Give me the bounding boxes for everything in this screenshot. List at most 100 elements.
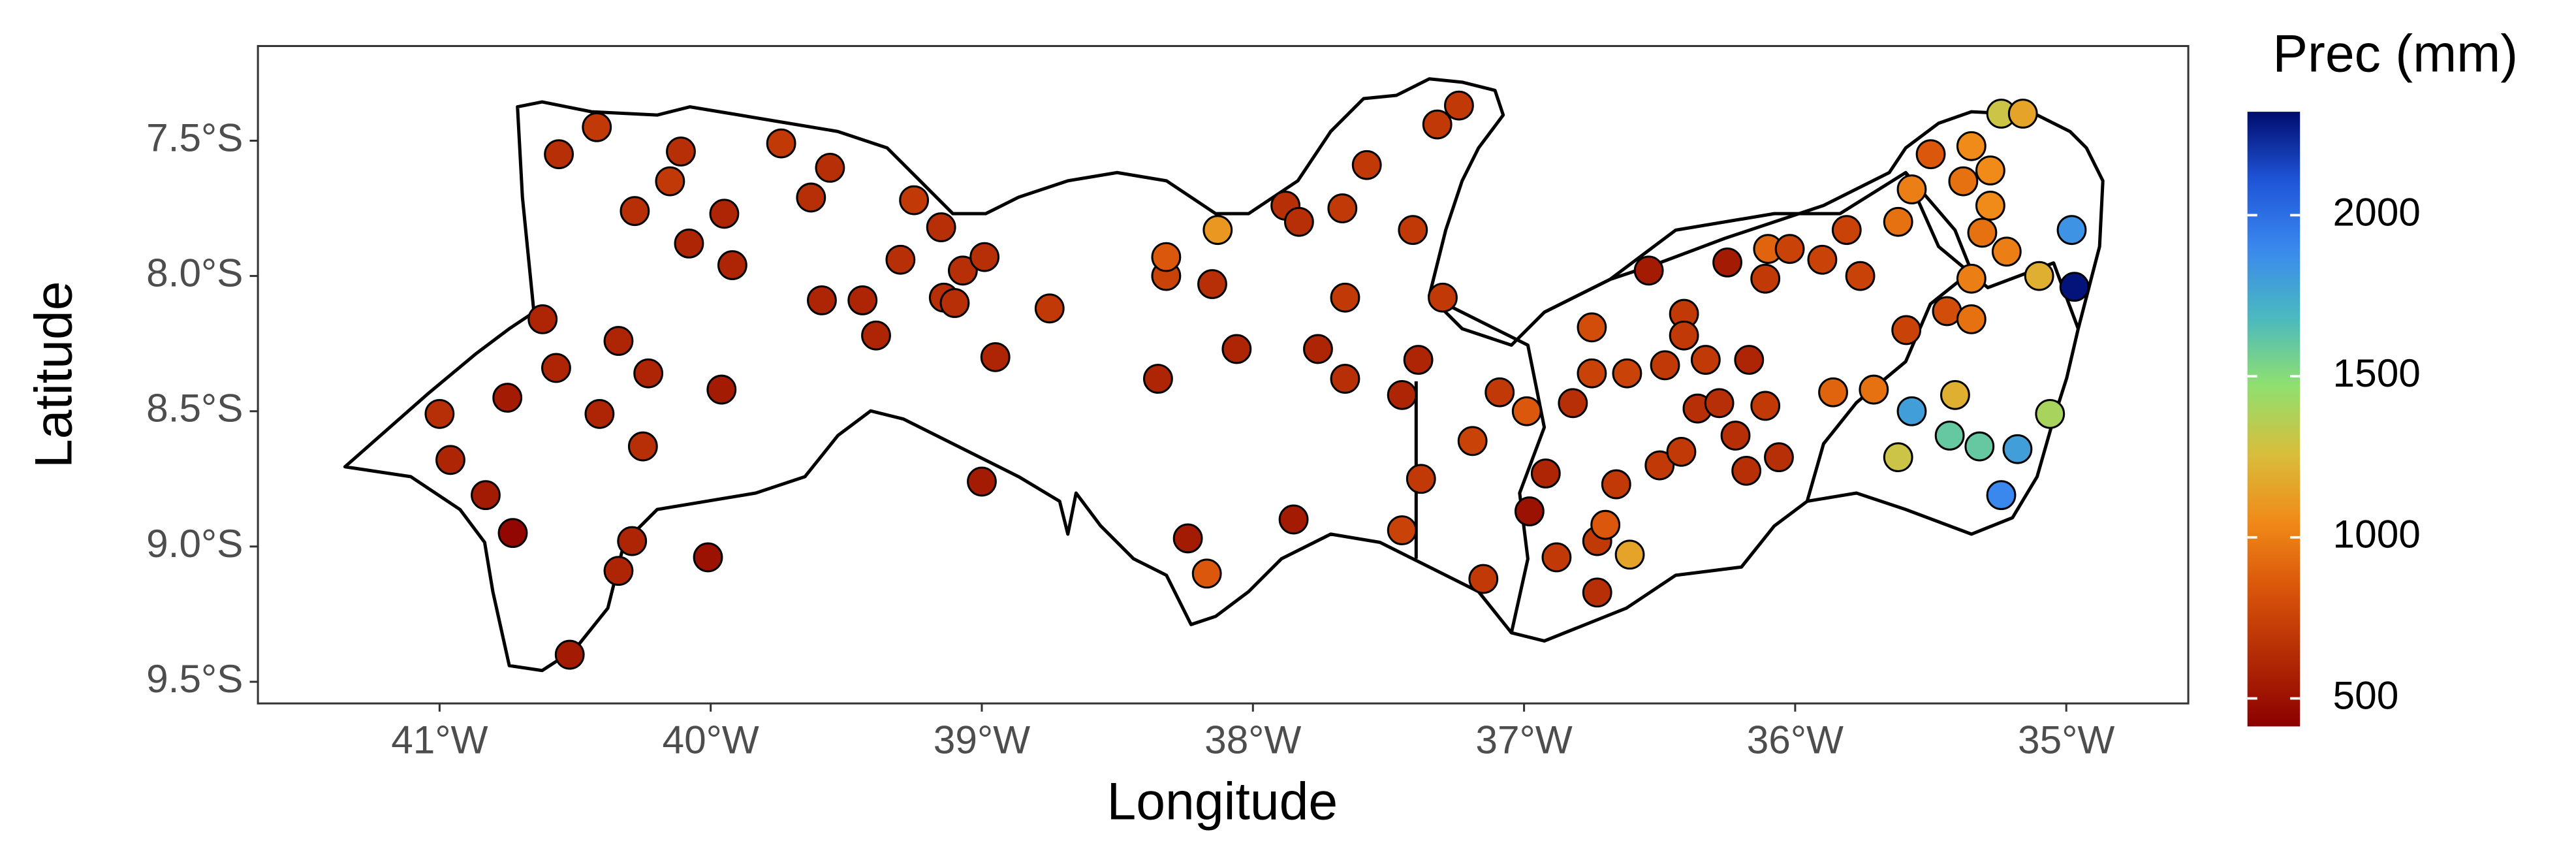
station-point [2007,99,2038,129]
station-point [1731,455,1762,486]
station-point [1172,523,1203,554]
station-point [807,285,837,315]
station-point [1774,234,1805,264]
points [424,90,2090,670]
station-point [674,228,704,259]
station-point [1956,263,1987,294]
station-point [1151,242,1182,272]
x-tick-label: 39°W [934,717,1030,761]
station-point [527,304,558,334]
station-point [666,136,696,167]
station-point [627,431,658,462]
station-point [492,383,523,413]
station-point [1577,312,1607,343]
station-point [584,398,615,429]
station-point [1764,442,1794,473]
x-axis-title: Longitude [1107,772,1338,831]
y-tick-label: 9.5°S [146,656,243,701]
station-point [1948,166,1979,197]
station-point [1807,244,1838,275]
station-point [2059,272,2090,302]
station-point [926,212,956,242]
x-tick-label: 37°W [1475,717,1572,761]
station-point [1883,442,1913,473]
station-point [1457,426,1488,456]
colorbar-tick-label: 1000 [2333,512,2421,556]
x-tick-label: 36°W [1747,717,1844,761]
station-point [939,288,970,318]
station-point [1669,320,1699,351]
station-point [1967,217,1998,248]
station-point [1614,539,1645,570]
station-point [1541,542,1572,573]
station-point [980,342,1011,372]
station-point [1444,90,1474,121]
station-point [1283,206,1314,237]
station-point [1422,109,1453,140]
station-point [1859,374,1889,405]
station-point [1956,131,1987,161]
station-point [947,255,978,286]
y-tick-label: 8.5°S [146,386,243,430]
station-point [655,166,685,197]
station-point [1896,396,1927,426]
station-point [1577,358,1607,389]
station-point [1511,396,1542,426]
station-point [1590,509,1621,540]
colorbar [2247,112,2301,727]
station-point [847,285,878,315]
station-point [603,556,634,586]
station-point [1530,458,1561,488]
station-point [1964,431,1995,462]
station-point [1934,421,1965,451]
station-point [497,518,528,549]
colorbar-ticks: 500 1000 1500 2000 [2247,189,2421,717]
station-point [796,182,826,213]
station-point [1883,206,1913,237]
panel-border [257,44,2190,705]
station-point [766,128,796,159]
station-point [861,320,891,351]
station-point [1818,377,1848,408]
station-point [899,185,930,216]
station-point [1612,358,1642,389]
station-point [1582,577,1612,608]
station-point [1558,388,1588,419]
station-point [1278,504,1309,535]
station-point [1633,255,1664,286]
station-point [1406,464,1436,494]
station-point [1750,263,1781,294]
station-point [1720,421,1751,451]
station-point [1303,334,1333,364]
axes: 41°W 40°W 39°W 38°W 37°W 36°W 35°W 7.5°S 8.0°S 8.… [146,115,2114,761]
station-point [1666,436,1697,467]
station-point [1940,379,1970,410]
station-point [582,112,612,142]
station-point [1351,150,1382,180]
station-point [1428,282,1458,313]
station-point [2035,398,2066,429]
y-tick-label: 7.5°S [146,115,243,159]
y-axis-title: Latitude [24,281,83,469]
station-point [1191,558,1222,589]
station-point [2056,215,2087,246]
station-point [1327,193,1358,223]
station-point [471,480,501,511]
station-point [709,199,740,229]
station-point [1330,282,1360,313]
station-point [1650,350,1680,381]
station-point [1734,345,1765,375]
station-point [1330,364,1360,394]
station-point [1387,515,1417,545]
station-point [1197,269,1227,299]
y-tick-label: 8.0°S [146,251,243,295]
station-point [1484,377,1515,408]
station-point [617,526,648,556]
station-point [541,353,571,383]
station-point [1387,379,1417,410]
station-point [1143,364,1173,394]
station-point [1991,236,2022,267]
x-tick-label: 38°W [1204,717,1301,761]
colorbar-title: Prec (mm) [2272,24,2518,83]
